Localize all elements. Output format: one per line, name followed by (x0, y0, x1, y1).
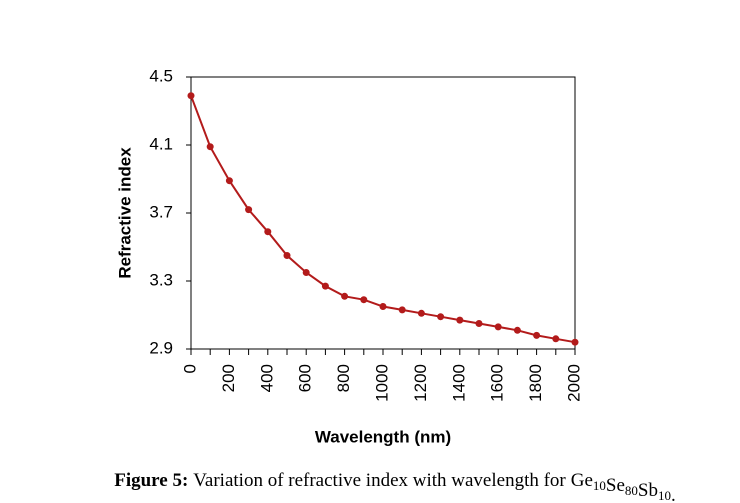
data-point (187, 92, 195, 100)
data-point (245, 206, 253, 214)
y-tick-label: 4.5 (149, 66, 173, 85)
x-tick-label: 1400 (449, 364, 468, 402)
formula-element: Ge (571, 470, 593, 491)
data-point (341, 292, 349, 300)
data-point (379, 303, 387, 310)
data-point (533, 331, 541, 339)
x-tick-label: 600 (296, 364, 315, 392)
y-axis-label: Refractive index (115, 147, 134, 279)
formula-element: Se (606, 475, 625, 496)
data-point (456, 316, 464, 324)
formula-subscript: 10 (593, 478, 606, 493)
caption: Figure 5: Variation of refractive index w… (114, 470, 676, 503)
data-point (225, 177, 233, 185)
x-tick-label: 2000 (564, 364, 583, 402)
data-point (571, 338, 579, 346)
x-tick-label: 0 (180, 364, 199, 373)
formula-subscript: 80 (625, 483, 638, 498)
data-point (494, 323, 502, 331)
data-point (417, 309, 425, 317)
formula-subscript: 10 (658, 488, 671, 503)
data-point (398, 306, 406, 314)
data-point (283, 252, 291, 259)
y-tick-label: 4.1 (149, 134, 173, 153)
caption-label: Figure 5: (114, 470, 188, 491)
y-tick-label: 3.3 (149, 270, 173, 289)
data-point (475, 320, 483, 327)
x-axis-label: Wavelength (nm) (315, 427, 451, 446)
data-point (552, 335, 560, 343)
data-point (360, 296, 368, 304)
caption-end: . (671, 485, 676, 503)
x-tick-label: 400 (257, 364, 276, 392)
data-point (264, 228, 272, 236)
x-tick-label: 1200 (411, 364, 430, 402)
formula-element: Sb (638, 480, 658, 501)
data-point (321, 282, 329, 290)
y-tick-label: 2.9 (149, 338, 173, 357)
data-point (513, 326, 521, 334)
caption-text: Variation of refractive index with wavel… (193, 470, 566, 491)
y-tick-label: 3.7 (149, 202, 173, 221)
data-point (302, 269, 310, 276)
x-tick-label: 1000 (372, 364, 391, 402)
data-point (206, 143, 214, 151)
x-tick-label: 800 (334, 364, 353, 392)
x-tick-label: 1600 (488, 364, 507, 402)
data-point (437, 313, 445, 321)
x-tick-label: 200 (219, 364, 238, 392)
x-tick-label: 1800 (526, 364, 545, 402)
